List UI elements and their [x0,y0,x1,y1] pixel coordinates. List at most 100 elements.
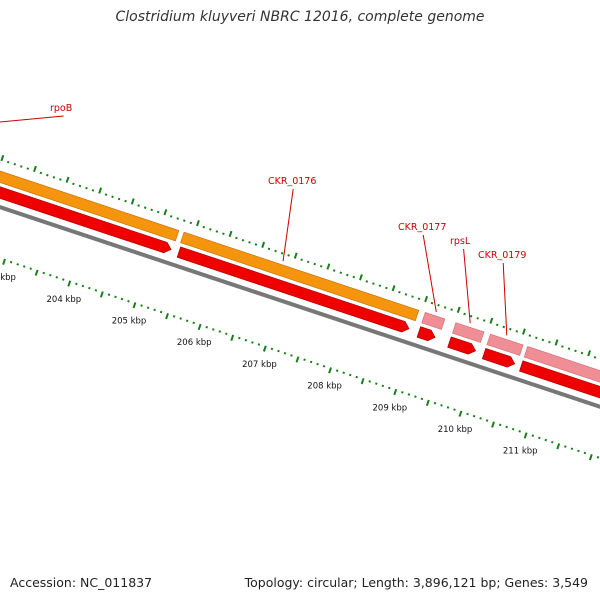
tick-mark [593,356,597,359]
tick-mark [535,336,538,340]
tick-mark [0,154,5,162]
label-leader-line [422,234,437,312]
tick-mark [225,332,228,336]
tick-mark [287,254,290,257]
tick-mark [300,258,303,262]
tick-mark [81,284,85,288]
tick-mark [132,302,137,309]
tick-mark [16,263,19,266]
scale-label: 209 kbp [373,403,408,413]
tick-mark [120,297,124,301]
tick-mark [230,334,235,342]
tick-mark [270,347,274,351]
tick-mark [280,251,284,255]
tick-mark [146,306,150,310]
tick-mark [172,315,176,318]
tick-mark [425,399,430,407]
tick-mark [567,347,571,350]
gene-label-CKR_0179: CKR_0179 [478,250,526,261]
tick-mark [59,178,62,181]
tick-mark [248,241,251,244]
gene-label-CKR_0176: CKR_0176 [268,176,316,187]
tick-mark [346,273,349,277]
tick-mark [88,286,91,290]
tick-mark [254,243,258,246]
tick-mark [450,308,453,311]
tick-mark [13,162,17,166]
cds-CKR_0179 [486,333,524,356]
scale-label: 205 kbp [112,317,147,327]
inner-tick-track [2,258,600,461]
tick-mark [335,369,339,372]
summary-text: Topology: circular; Length: 3,896,121 bp… [244,575,588,590]
tick-mark [505,425,508,429]
tick-mark [85,186,88,190]
tick-mark [404,293,408,296]
tick-mark [554,339,559,346]
tick-mark [91,189,95,192]
tick-mark [117,197,121,201]
scale-label: 207 kbp [242,360,277,370]
tick-mark [215,230,219,233]
gene-track [0,186,600,399]
tick-mark [78,184,82,188]
tick-mark [446,406,450,409]
tick-mark [107,293,111,296]
tick-mark [218,330,222,333]
tick-mark [583,451,587,455]
tick-mark [328,367,332,374]
tick-mark [577,449,580,453]
scale-label: 211 kbp [503,447,538,457]
tick-mark [179,317,182,320]
gene-arrow [519,360,600,399]
cds-rpoB [0,170,180,242]
tick-mark [322,364,326,368]
tick-mark [163,209,168,216]
tick-mark [372,282,375,285]
tick-mark [42,271,46,275]
tick-mark [267,247,271,251]
tick-mark [551,440,554,444]
tick-mark [393,388,398,396]
tick-mark [244,338,248,342]
tick-mark [498,423,502,427]
tick-mark [33,165,37,173]
tick-mark [479,417,482,420]
tick-mark [489,317,494,324]
tick-mark [306,260,310,264]
tick-mark [257,343,261,346]
tick-mark [319,264,323,268]
tick-mark [596,456,600,459]
tick-mark [420,397,424,401]
tick-mark [580,351,584,355]
tick-mark [39,171,43,175]
tick-mark [62,278,65,281]
tick-mark [476,317,479,320]
tick-mark [261,241,266,249]
gene-label-rpoB: rpoB [50,103,72,114]
tick-mark [235,236,238,240]
tick-mark [196,219,200,227]
tick-mark [570,447,574,451]
page-title: Clostridium kluyveri NBRC 12016, complet… [115,9,485,25]
tick-mark [391,285,396,292]
tick-mark [564,445,567,448]
tick-mark [424,295,429,303]
tick-mark [437,303,440,307]
tick-mark [189,221,193,225]
tick-mark [22,265,26,268]
tick-mark [143,206,147,209]
tick-mark [430,301,434,305]
tick-mark [515,330,519,333]
tick-mark [228,230,233,238]
tick-mark [469,314,473,318]
tick-mark [238,336,241,340]
cds-forward-track [0,170,600,383]
tick-mark [290,354,293,357]
tick-mark [183,219,186,222]
tick-mark [326,263,331,270]
tick-mark [98,187,103,194]
tick-mark [482,319,486,322]
tick-mark [2,258,6,266]
tick-mark [274,249,277,253]
